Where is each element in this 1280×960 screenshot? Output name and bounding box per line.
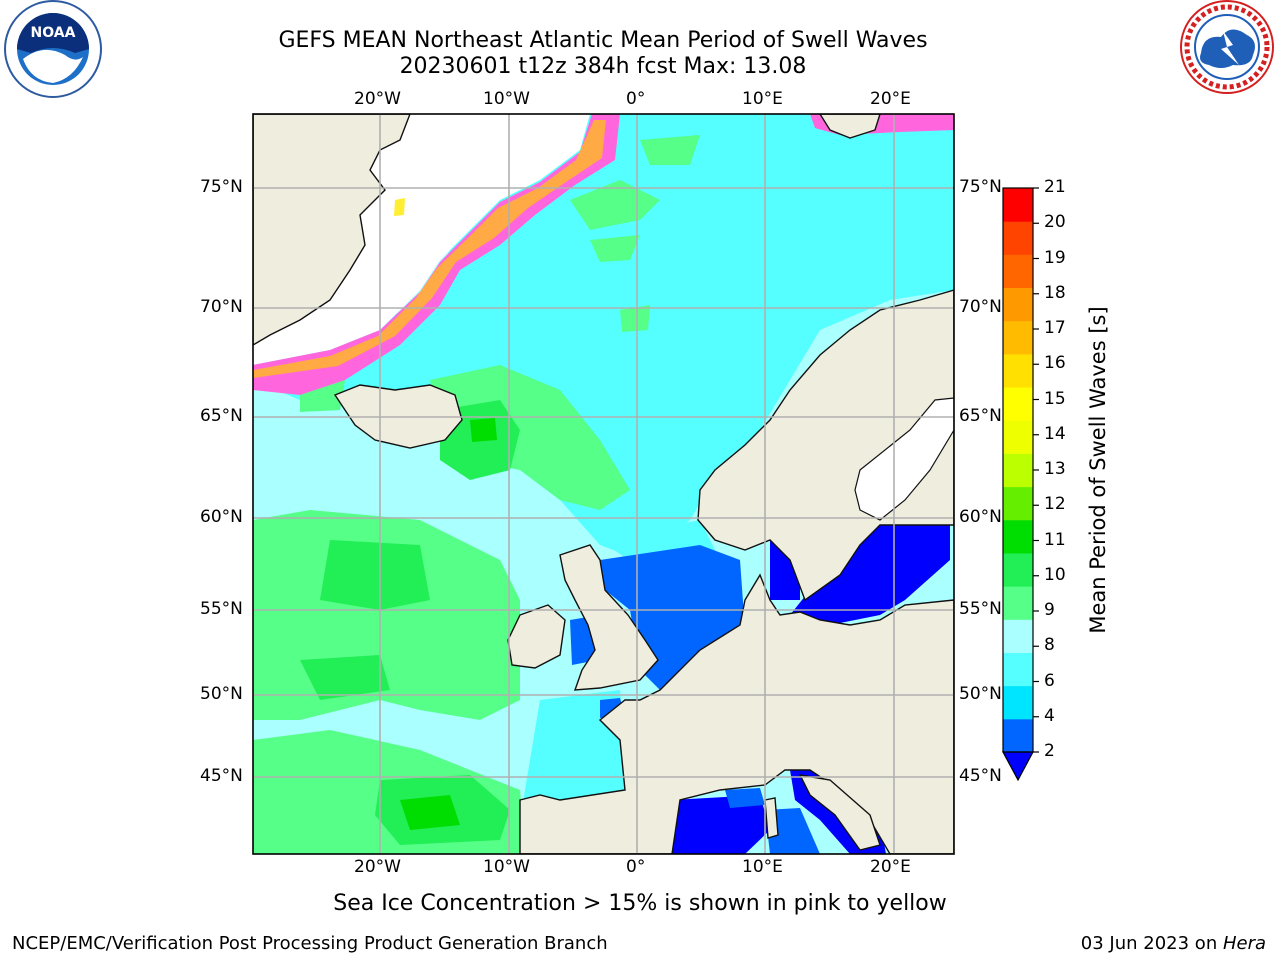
lon-label-top-10w: 10°W [483,89,530,109]
colorbar-tick-label: 8 [1044,635,1055,656]
colorbar-tick-label: 4 [1044,705,1055,726]
lat-label-left-45n: 45°N [200,766,243,786]
graticule [253,114,954,854]
land-masses [253,114,954,854]
map-panel [253,114,954,854]
colorbar-extend-arrow [1001,751,1035,782]
colorbar-segment [1003,221,1033,255]
colorbar-tick-label: 20 [1044,212,1066,233]
med-west-below-2s-field [672,795,770,854]
colorbar-segment [1003,619,1033,653]
footer-host: Hera [1222,933,1266,954]
noaa-logo-text: NOAA [31,25,76,41]
colorbar-segment [1003,353,1033,388]
colorbar-label: Mean Period of Swell Waves [s] [1086,306,1110,634]
lon-label-top-20w: 20°W [354,89,401,109]
colorbar-tick-label: 17 [1044,318,1066,338]
swell-9-10s-field [620,305,650,332]
colorbar-tick-label: 2 [1044,741,1055,761]
lon-label-bottom-10e: 10°E [742,857,783,877]
colorbar-segment [1003,320,1033,355]
colorbar-segment [1003,685,1033,720]
lat-label-right-50n: 50°N [959,684,1002,704]
colorbar [1001,187,1039,782]
lat-label-left-70n: 70°N [200,297,243,317]
lon-label-bottom-20e: 20°E [870,857,911,877]
baltic-below-2s-field [790,525,950,625]
colorbar-segment [1003,718,1033,753]
swell-9-10s-field [590,235,640,262]
nws-logo [1180,0,1274,94]
colorbar-segment [1003,188,1033,222]
noaa-logo: NOAA [4,0,102,98]
sea-ice-note: Sea Ice Concentration > 15% is shown in … [333,891,947,916]
colorbar-segment [1003,420,1033,454]
lat-label-right-45n: 45°N [959,766,1002,786]
swell-11-12s-field [400,795,460,830]
colorbar-tick-label: 10 [1044,564,1066,585]
lon-label-top-20e: 20°E [870,89,911,109]
colorbar-tick-label: 12 [1044,494,1066,515]
swell-9-10s-field [640,135,700,165]
colorbar-segment [1003,387,1033,421]
colorbar-tick-label: 14 [1044,423,1066,444]
swell-9-10s-field [430,365,630,510]
lon-label-bottom-20w: 20°W [354,857,401,877]
scandinavia-land [697,289,954,602]
chart-subtitle: 20230601 t12z 384h fcst Max: 13.08 [399,54,807,79]
colorbar-tick-label: 16 [1044,353,1066,374]
lat-label-right-75n: 75°N [959,177,1002,197]
lat-label-right-60n: 60°N [959,507,1002,527]
colorbar-tick-label: 6 [1044,670,1055,691]
great-britain-land [559,544,659,691]
swell-11-12s-field [470,418,497,442]
colorbar-segment [1003,586,1033,620]
colorbar-tick-label: 11 [1044,529,1066,550]
lon-label-bottom-0: 0° [626,857,646,877]
corsica-sardinia-land [764,797,779,839]
svalbard-land [819,114,881,139]
colorbar-segment [1003,287,1033,322]
continental-europe-land [519,573,954,854]
lat-label-left-60n: 60°N [200,507,243,527]
greenland-land [253,114,411,346]
lon-label-bottom-10w: 10°W [483,857,530,877]
footer-date: 03 Jun 2023 on Hera [1081,933,1266,954]
colorbar-segment [1003,519,1033,554]
lat-label-left-55n: 55°N [200,599,243,619]
tyrrhenian-2-4s-field [765,808,820,854]
lat-label-left-75n: 75°N [200,177,243,197]
lat-label-right-55n: 55°N [959,599,1002,619]
med-2-4s-field [725,788,765,808]
lon-label-top-10e: 10°E [742,89,783,109]
footer-credit: NCEP/EMC/Verification Post Processing Pr… [12,933,608,954]
lat-label-left-65n: 65°N [200,406,243,426]
colorbar-tick-label: 15 [1044,388,1066,409]
lon-label-top-0: 0° [626,89,646,109]
lat-label-right-70n: 70°N [959,297,1002,317]
footer-date-text: 03 Jun 2023 on [1080,933,1223,954]
lat-label-left-50n: 50°N [200,684,243,704]
colorbar-segment [1003,486,1033,521]
map-frame [252,113,955,855]
colorbar-segment [1003,552,1033,587]
chart-title: GEFS MEAN Northeast Atlantic Mean Period… [278,28,928,53]
gulf-of-bothnia [854,397,954,521]
colorbar-tick-label: 21 [1044,177,1066,197]
swell-10-11s-field [300,655,390,700]
colorbar-segment [1003,453,1033,488]
colorbar-tick-label: 9 [1044,600,1055,620]
ocean-6-8s-field [253,114,954,560]
colorbar-segment [1003,652,1033,687]
swell-10-11s-field [320,540,430,610]
lat-label-right-65n: 65°N [959,406,1002,426]
colorbar-tick-label: 19 [1044,247,1066,268]
italy-land [798,774,881,851]
colorbar-tick-label: 18 [1044,282,1066,303]
colorbar-tick-label: 13 [1044,459,1066,479]
colorbar-segment [1003,254,1033,289]
sea-ice-edge-yellow [394,198,405,216]
